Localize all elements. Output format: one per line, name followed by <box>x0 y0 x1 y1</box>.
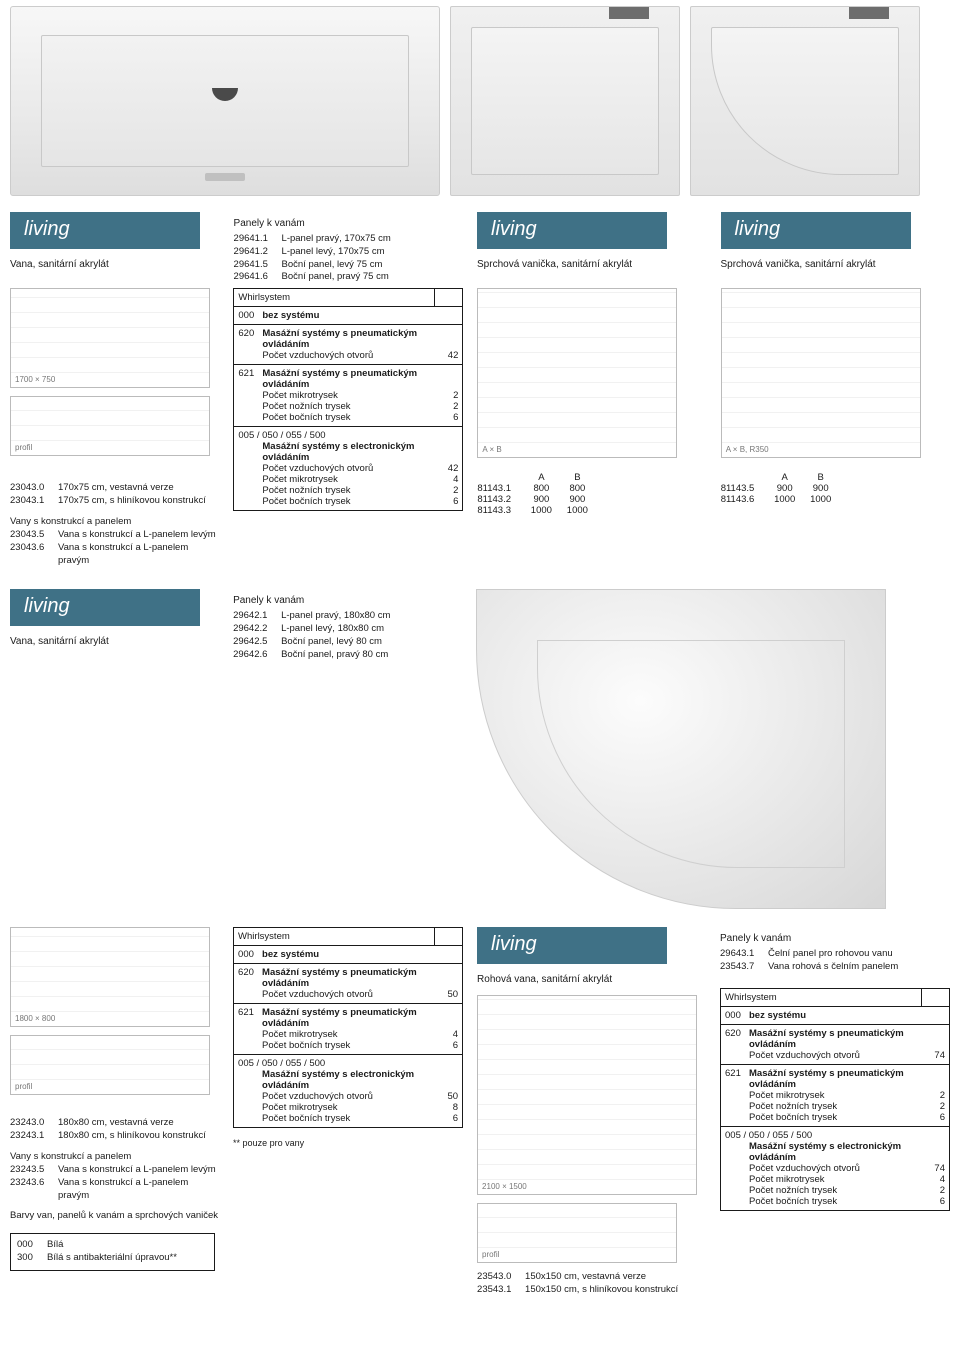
variants2-title: Vany s konstrukcí a panelem <box>10 516 219 527</box>
brand-box: living <box>477 927 667 964</box>
dim-table: AB81143.590090081143.610001000 <box>721 472 950 505</box>
colors-title: Barvy van, panelů k vanám a sprchových v… <box>10 1210 219 1221</box>
brand-box: living <box>10 589 200 626</box>
tech-drawing <box>10 1035 210 1095</box>
tray-subtitle: Sprchová vanička, sanitární akrylát <box>721 259 950 270</box>
shower-tray-square-image <box>450 6 680 196</box>
corner-subtitle: Rohová vana, sanitární akrylát <box>477 974 706 985</box>
whirl-label: Whirlsystem <box>234 289 434 306</box>
footnote: ** pouze pro vany <box>233 1138 463 1148</box>
code-line: 29642.2L-panel levý, 180x80 cm <box>233 623 462 636</box>
color-box: 000Bílá300Bílá s antibakteriální úpravou… <box>10 1233 215 1271</box>
code-line: 23243.1180x80 cm, s hliníkovou konstrukc… <box>10 1130 219 1143</box>
bathtub-image <box>10 6 440 196</box>
brand-box: living <box>721 212 911 249</box>
color-line: 000Bílá <box>17 1239 208 1252</box>
code-line: 23043.0170x75 cm, vestavná verze <box>10 482 219 495</box>
subtitle: Vana, sanitární akrylát <box>10 259 220 270</box>
product-images-row <box>0 0 960 210</box>
tech-drawing <box>477 288 677 458</box>
tech-drawing <box>477 995 697 1195</box>
whirlsystem-table: Whirlsystem 000bez systému620Masážní sys… <box>233 927 463 1128</box>
whirl-row: 005 / 050 / 055 / 500Masážní systémy s e… <box>234 427 462 510</box>
whirl-row: 621Masážní systémy s pneumatickým ovládá… <box>234 1004 462 1055</box>
whirl-row: 000bez systému <box>234 946 462 964</box>
color-line: 300Bílá s antibakteriální úpravou** <box>17 1252 208 1265</box>
panels-title: Panely k vanám <box>234 218 463 229</box>
code-line: 23043.5Vana s konstrukcí a L-panelem lev… <box>10 529 219 542</box>
whirl-row: 000bez systému <box>234 307 462 325</box>
code-line: 23243.6Vana s konstrukcí a L-panelem pra… <box>10 1177 219 1203</box>
shower-tray-quarter-image <box>690 6 920 196</box>
brand-box: living <box>10 212 200 249</box>
code-line: 29642.6Boční panel, pravý 80 cm <box>233 649 462 662</box>
code-line: 29641.1L-panel pravý, 170x75 cm <box>234 233 463 246</box>
whirlsystem-table: Whirlsystem 000bez systému620Masážní sys… <box>233 288 463 511</box>
code-line: 23543.7Vana rohová s čelním panelem <box>720 961 950 974</box>
corner-bath-image <box>476 589 886 909</box>
whirl-row: 005 / 050 / 055 / 500Masážní systémy s e… <box>721 1127 949 1210</box>
tech-drawing <box>477 1203 677 1263</box>
tech-drawing <box>10 927 210 1027</box>
code-line: 29642.5Boční panel, levý 80 cm <box>233 636 462 649</box>
whirl-row: 621Masážní systémy s pneumatickým ovládá… <box>234 365 462 427</box>
code-line: 29641.5Boční panel, levý 75 cm <box>234 259 463 272</box>
whirl-label: Whirlsystem <box>721 989 921 1006</box>
code-line: 29643.1Čelní panel pro rohovou vanu <box>720 948 950 961</box>
corner-panels-title: Panely k vanám <box>720 933 950 944</box>
whirl-row: 620Masážní systémy s pneumatickým ovládá… <box>234 325 462 365</box>
brand-box: living <box>477 212 667 249</box>
whirl-row: 620Masážní systémy s pneumatickým ovládá… <box>234 964 462 1004</box>
code-line: 29642.1L-panel pravý, 180x80 cm <box>233 610 462 623</box>
tray-subtitle: Sprchová vanička, sanitární akrylát <box>477 259 706 270</box>
code-line: 23043.6Vana s konstrukcí a L-panelem pra… <box>10 542 219 568</box>
code-line: 23543.1150x150 cm, s hliníkovou konstruk… <box>477 1284 706 1297</box>
tech-drawing <box>10 288 210 388</box>
whirl-label: Whirlsystem <box>234 928 434 945</box>
tech-drawing <box>10 396 210 456</box>
whirl-row: 621Masážní systémy s pneumatickým ovládá… <box>721 1065 949 1127</box>
whirl-row: 620Masážní systémy s pneumatickým ovládá… <box>721 1025 949 1065</box>
whirl-row: 005 / 050 / 055 / 500Masážní systémy s e… <box>234 1055 462 1127</box>
code-line: 23243.0180x80 cm, vestavná verze <box>10 1117 219 1130</box>
variants2-title: Vany s konstrukcí a panelem <box>10 1151 219 1162</box>
subtitle: Vana, sanitární akrylát <box>10 636 219 647</box>
code-line: 23043.1170x75 cm, s hliníkovou konstrukc… <box>10 495 219 508</box>
code-line: 23243.5Vana s konstrukcí a L-panelem lev… <box>10 1164 219 1177</box>
tech-drawing <box>721 288 921 458</box>
code-line: 29641.2L-panel levý, 170x75 cm <box>234 246 463 259</box>
code-line: 23543.0150x150 cm, vestavná verze <box>477 1271 706 1284</box>
dim-table: AB81143.180080081143.290090081143.310001… <box>477 472 706 516</box>
code-line: 29641.6Boční panel, pravý 75 cm <box>234 271 463 284</box>
whirlsystem-table: Whirlsystem 000bez systému620Masážní sys… <box>720 988 950 1211</box>
whirl-row: 000bez systému <box>721 1007 949 1025</box>
panels-title: Panely k vanám <box>233 595 462 606</box>
